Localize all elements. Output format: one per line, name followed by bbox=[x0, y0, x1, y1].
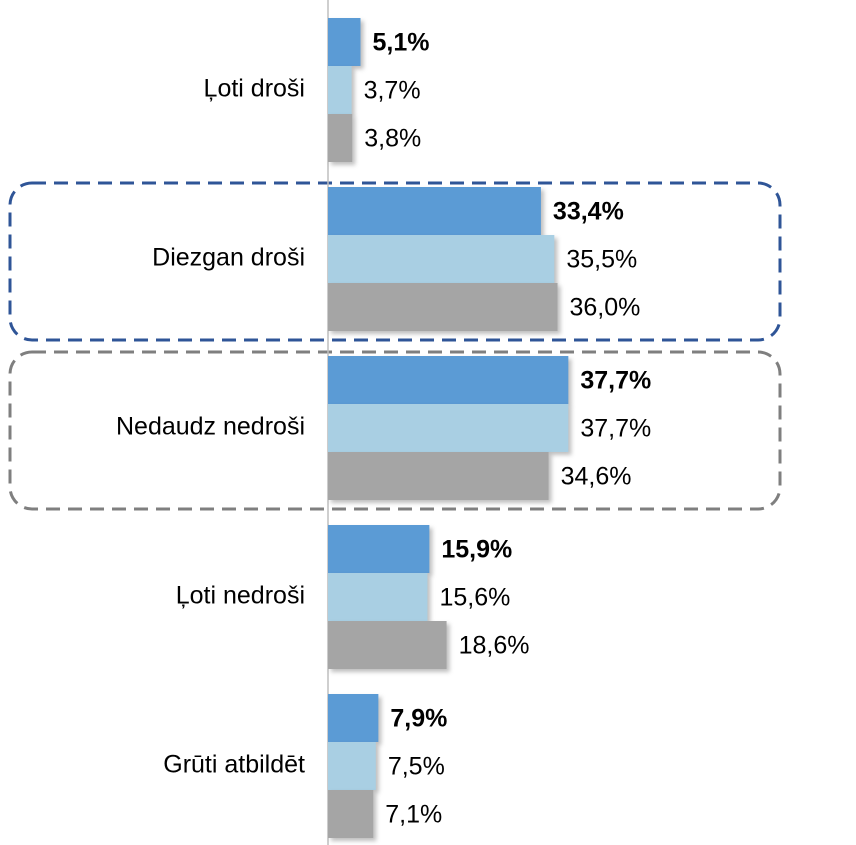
data-label: 15,9% bbox=[441, 536, 512, 564]
bar bbox=[328, 742, 376, 790]
data-label: 34,6% bbox=[561, 463, 632, 491]
data-label: 36,0% bbox=[570, 294, 641, 322]
data-label: 37,7% bbox=[580, 415, 651, 443]
category-label: Nedaudz nedroši bbox=[116, 413, 305, 441]
data-label: 3,7% bbox=[364, 77, 421, 105]
category-label: Diezgan droši bbox=[152, 244, 305, 272]
data-label: 3,8% bbox=[364, 125, 421, 153]
bar bbox=[328, 235, 555, 283]
data-label: 18,6% bbox=[459, 632, 530, 660]
category-label: Grūti atbildēt bbox=[163, 751, 305, 779]
bar bbox=[328, 694, 379, 742]
data-label: 37,7% bbox=[580, 367, 651, 395]
data-label: 7,9% bbox=[390, 705, 447, 733]
bar bbox=[328, 573, 428, 621]
bar bbox=[328, 356, 569, 404]
data-label: 35,5% bbox=[566, 246, 637, 274]
bar bbox=[328, 452, 549, 500]
data-label: 7,5% bbox=[388, 753, 445, 781]
bar bbox=[328, 404, 569, 452]
highlight-box bbox=[8, 181, 782, 342]
bar bbox=[328, 114, 353, 162]
bar bbox=[328, 790, 374, 838]
bar bbox=[328, 187, 541, 235]
bar bbox=[328, 283, 558, 331]
data-label: 7,1% bbox=[385, 801, 442, 829]
highlight-box bbox=[8, 350, 782, 511]
bar bbox=[328, 18, 361, 66]
bar bbox=[328, 525, 430, 573]
bar bbox=[328, 621, 447, 669]
bar bbox=[328, 66, 352, 114]
data-label: 5,1% bbox=[373, 29, 430, 57]
data-label: 33,4% bbox=[553, 198, 624, 226]
category-label: Ļoti droši bbox=[204, 75, 305, 103]
data-label: 15,6% bbox=[439, 584, 510, 612]
category-label: Ļoti nedroši bbox=[176, 582, 305, 610]
